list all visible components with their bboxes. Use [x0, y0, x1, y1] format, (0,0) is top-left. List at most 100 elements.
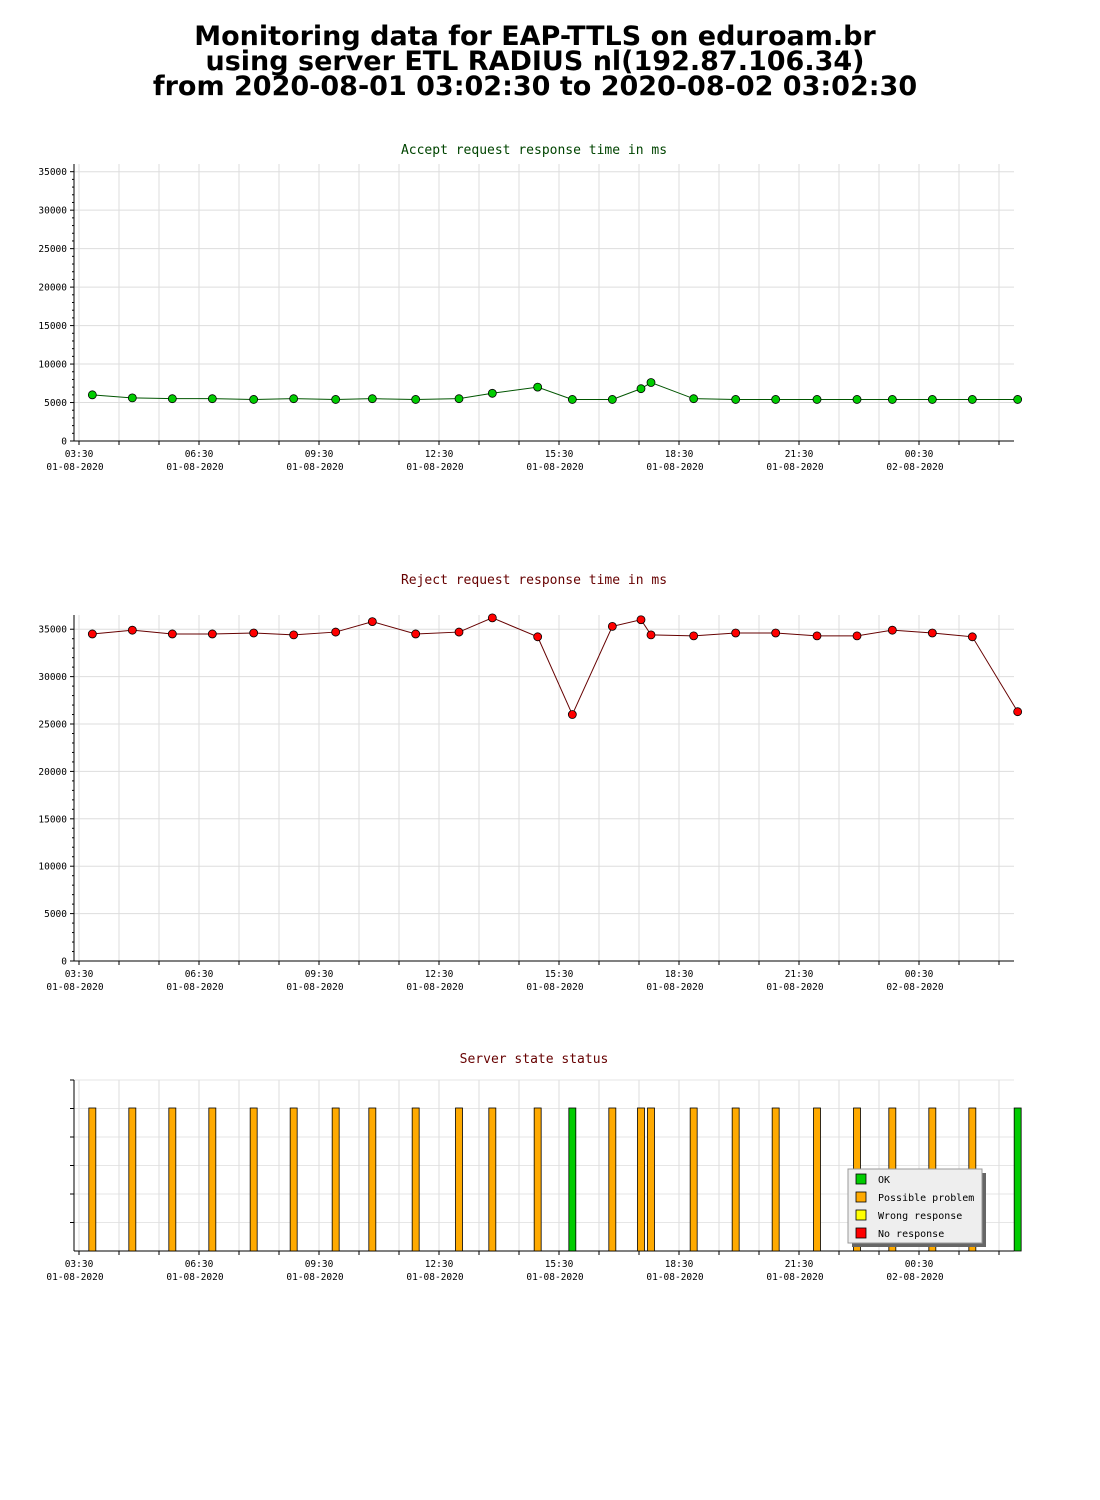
accept-chart-point	[127, 393, 137, 403]
x-tick-label-time: 12:30	[425, 449, 454, 460]
legend-label: No response	[878, 1229, 944, 1240]
x-tick-label-date: 01-08-2020	[646, 1272, 703, 1283]
x-tick-label-time: 12:30	[425, 1259, 454, 1270]
accept-chart-point	[771, 395, 781, 404]
accept-chart-point	[689, 394, 699, 404]
status-bar	[368, 1107, 377, 1252]
accept-chart-point	[533, 382, 543, 392]
x-tick-label-date: 01-08-2020	[526, 1272, 583, 1283]
accept-chart-frame	[70, 164, 1014, 445]
reject-chart-point	[1013, 707, 1023, 717]
x-tick-label-date: 01-08-2020	[526, 462, 583, 473]
x-tick-label-date: 01-08-2020	[166, 1272, 223, 1283]
title-line-1: Monitoring data for EAP-TTLS on eduroam.…	[194, 21, 876, 52]
accept-chart-point	[331, 395, 341, 404]
x-tick-label-time: 00:30	[905, 1259, 934, 1270]
x-tick-label-time: 00:30	[905, 969, 934, 980]
y-tick-label: 15000	[38, 814, 67, 825]
y-tick-label: 20000	[38, 767, 67, 778]
accept-chart-point	[636, 384, 646, 394]
x-tick-label-time: 03:30	[65, 1259, 94, 1270]
status-bar	[813, 1107, 821, 1252]
x-tick-label-time: 15:30	[545, 449, 574, 460]
x-tick-label-date: 01-08-2020	[766, 462, 823, 473]
y-tick-label: 5000	[44, 398, 67, 409]
y-tick-label: 20000	[38, 283, 67, 294]
x-tick-label-date: 02-08-2020	[886, 982, 943, 993]
accept-chart-point	[454, 394, 464, 404]
accept-chart-point	[646, 378, 656, 387]
reject-chart-point	[887, 625, 897, 635]
x-tick-label-time: 15:30	[545, 1259, 574, 1270]
x-tick-label-date: 01-08-2020	[766, 1272, 823, 1283]
x-tick-label-time: 18:30	[665, 449, 694, 460]
accept-chart-point	[367, 394, 377, 404]
accept-chart-point	[1013, 395, 1023, 404]
reject-chart-point	[812, 631, 822, 641]
x-tick-label-date: 01-08-2020	[406, 982, 463, 993]
reject-chart-point	[636, 615, 646, 625]
legend-label: Wrong response	[878, 1211, 962, 1222]
x-tick-label-time: 09:30	[305, 449, 334, 460]
status-bar	[455, 1107, 463, 1252]
status-bar	[637, 1107, 645, 1252]
x-tick-label-date: 01-08-2020	[166, 982, 223, 993]
status-bar	[88, 1107, 97, 1252]
x-tick-label-date: 01-08-2020	[46, 982, 103, 993]
status-bar	[689, 1107, 698, 1252]
status-bar	[289, 1107, 298, 1252]
reject-chart-point	[411, 629, 421, 639]
x-tick-label-time: 18:30	[665, 969, 694, 980]
x-tick-label-time: 06:30	[185, 449, 214, 460]
legend-swatch	[855, 1173, 867, 1185]
status-bar	[208, 1107, 217, 1252]
y-tick-label: 15000	[38, 321, 67, 332]
reject-chart-point	[731, 628, 741, 638]
y-tick-label: 10000	[38, 862, 67, 873]
status-bar	[771, 1107, 780, 1252]
reject-chart-point	[167, 629, 177, 639]
accept-chart-point	[887, 395, 897, 404]
accept-chart-point	[967, 395, 977, 404]
reject-chart-point	[607, 621, 617, 631]
x-tick-label-time: 21:30	[785, 449, 814, 460]
x-tick-label-date: 01-08-2020	[766, 982, 823, 993]
x-tick-label-date: 02-08-2020	[886, 462, 943, 473]
reject-chart-point	[289, 630, 299, 640]
x-tick-label-time: 12:30	[425, 969, 454, 980]
x-tick-label-time: 09:30	[305, 1259, 334, 1270]
accept-chart-point	[411, 395, 421, 404]
reject-chart-point	[646, 630, 656, 640]
accept-chart-point	[927, 395, 937, 404]
x-tick-label-date: 01-08-2020	[286, 1272, 343, 1283]
status-bar	[608, 1107, 617, 1252]
y-tick-label: 25000	[38, 244, 67, 255]
status-bar	[168, 1107, 177, 1252]
x-tick-label-time: 18:30	[665, 1259, 694, 1270]
y-tick-label: 35000	[38, 167, 67, 178]
page-title: Monitoring data for EAP-TTLS on eduroam.…	[0, 21, 1070, 102]
x-tick-label-date: 02-08-2020	[886, 1272, 943, 1283]
reject-chart-point	[927, 628, 937, 638]
y-tick-label: 25000	[38, 720, 67, 731]
x-tick-label-time: 03:30	[65, 449, 94, 460]
accept-chart-point	[87, 390, 97, 400]
x-tick-label-time: 21:30	[785, 969, 814, 980]
x-tick-label-date: 01-08-2020	[646, 462, 703, 473]
title-line-3: from 2020-08-01 03:02:30 to 2020-08-02 0…	[152, 71, 918, 102]
legend-label: Possible problem	[878, 1193, 974, 1204]
accept-chart-point	[731, 395, 741, 404]
reject-chart-point	[207, 629, 217, 639]
x-tick-label-date: 01-08-2020	[286, 982, 343, 993]
x-tick-label-time: 21:30	[785, 1259, 814, 1270]
reject-chart-point	[689, 631, 699, 641]
title-line-2: using server ETL RADIUS nl(192.87.106.34…	[205, 46, 865, 77]
reject-chart-point	[127, 625, 137, 635]
reject-chart-point	[771, 628, 781, 638]
status-bar	[488, 1107, 497, 1252]
accept-chart-point	[567, 395, 577, 404]
y-tick-label: 5000	[44, 909, 67, 920]
x-tick-label-date: 01-08-2020	[46, 462, 103, 473]
x-tick-label-time: 09:30	[305, 969, 334, 980]
